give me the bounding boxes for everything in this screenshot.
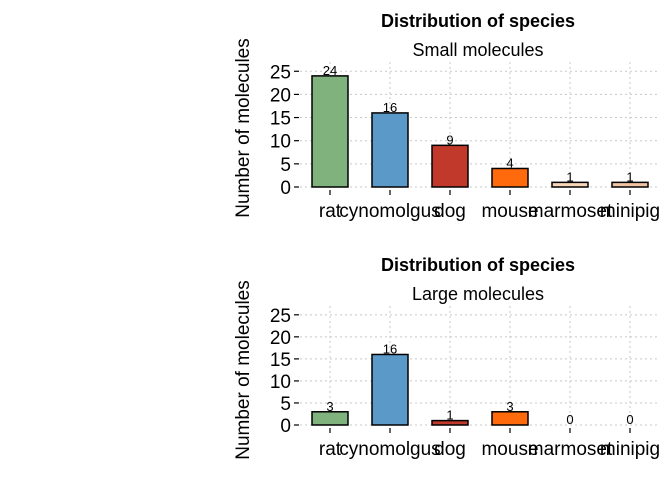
y-axis-label: Number of molecules (233, 280, 254, 460)
bar-cynomolgus (371, 353, 409, 426)
y-tick-label: 5 (280, 155, 291, 176)
data-label-rat: 24 (323, 63, 337, 78)
y-tick-label: 20 (270, 328, 291, 349)
chart-subtitle: Large molecules (412, 284, 544, 304)
bar-mouse (491, 167, 529, 188)
chart-large-molecules: Distribution of species Large molecules … (233, 255, 660, 460)
data-label-marmoset: 0 (566, 412, 573, 427)
x-tick-label-marmoset: marmoset (528, 201, 613, 222)
y-tick-label: 25 (270, 306, 291, 327)
bar-mouse (491, 411, 529, 426)
bars (311, 353, 529, 426)
x-tick-label-minipig: minipig (600, 439, 660, 460)
x-tick-label-rat: rat (319, 439, 342, 460)
data-label-dog: 9 (446, 132, 453, 147)
data-label-minipig: 1 (626, 169, 633, 184)
y-axis-label: Number of molecules (233, 38, 254, 218)
x-tick-label-rat: rat (319, 201, 342, 222)
bar-minipig (611, 181, 649, 188)
x-tick-label-dog: dog (434, 439, 466, 460)
x-tick-label-cynomolgus: cynomolgus (339, 201, 440, 222)
x-tick-label-dog: dog (434, 201, 466, 222)
x-tick-label-mouse: mouse (481, 201, 538, 222)
y-tick-label: 10 (270, 132, 291, 153)
bar-dog (431, 144, 469, 188)
data-label-mouse: 3 (506, 399, 513, 414)
y-tick-label: 10 (270, 372, 291, 393)
chart-small-molecules: Distribution of species Small molecules … (233, 11, 660, 222)
data-label-marmoset: 1 (566, 169, 573, 184)
data-label-minipig: 0 (626, 412, 633, 427)
x-tick-label-marmoset: marmoset (528, 439, 613, 460)
bar-dog (431, 419, 469, 426)
x-tick-label-minipig: minipig (600, 201, 660, 222)
y-tick-label: 5 (280, 394, 291, 415)
y-tick-label: 0 (280, 178, 291, 199)
grid-lines (300, 62, 660, 188)
y-tick-label: 0 (280, 416, 291, 437)
x-tick-label-cynomolgus: cynomolgus (339, 439, 440, 460)
grid-lines (300, 306, 660, 426)
bar-rat (311, 75, 349, 188)
x-tick-label-mouse: mouse (481, 439, 538, 460)
y-tick-label: 15 (270, 350, 291, 371)
chart-title: Distribution of species (381, 255, 575, 275)
y-tick-label: 15 (270, 109, 291, 130)
chart-subtitle: Small molecules (412, 40, 543, 60)
chart-title: Distribution of species (381, 11, 575, 31)
data-labels: 24 16 9 4 1 1 (323, 63, 634, 184)
data-label-cynomolgus: 16 (383, 341, 397, 356)
bar-rat (311, 411, 349, 426)
bars (311, 75, 649, 188)
data-label-cynomolgus: 16 (383, 100, 397, 115)
bar-marmoset (551, 181, 589, 188)
y-tick-label: 20 (270, 85, 291, 106)
data-label-rat: 3 (326, 399, 333, 414)
data-labels: 3 16 1 3 0 0 (326, 341, 633, 427)
bar-cynomolgus (371, 112, 409, 188)
y-tick-label: 25 (270, 62, 291, 83)
data-label-mouse: 4 (506, 155, 513, 170)
data-label-dog: 1 (446, 408, 453, 423)
